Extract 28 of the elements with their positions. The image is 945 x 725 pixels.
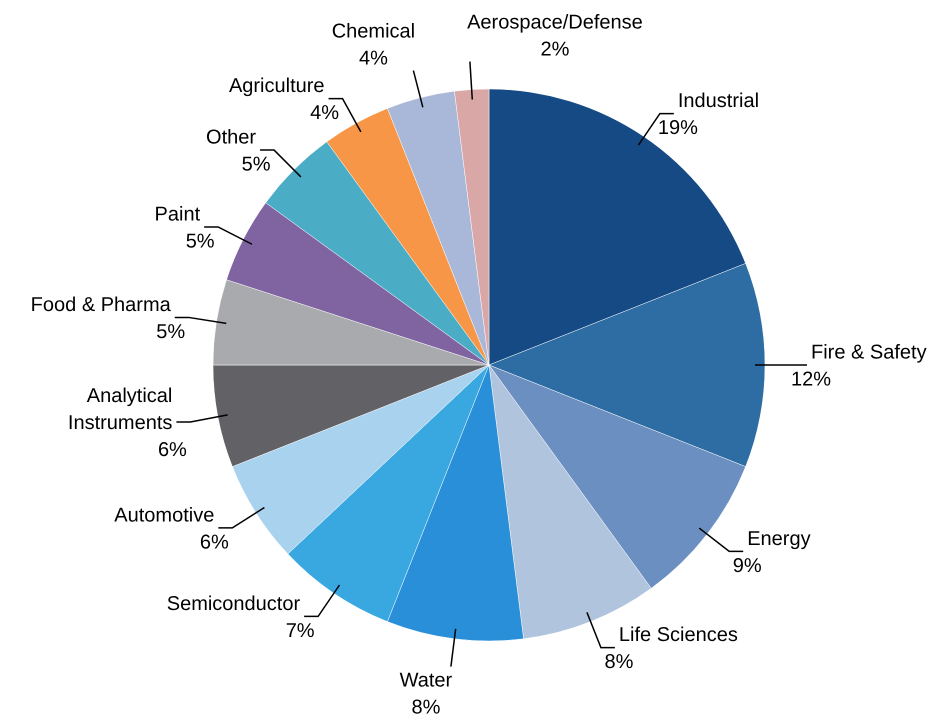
slice-label: Automotive	[114, 504, 214, 526]
data-label: 4%	[310, 102, 340, 124]
slice-label: Industrial	[678, 90, 760, 112]
data-label: 12%	[790, 368, 832, 390]
data-label: 5%	[186, 230, 215, 252]
data-label: 19%	[658, 117, 698, 140]
slice-label: Water	[400, 670, 453, 692]
data-label: 8%	[411, 696, 441, 719]
data-label: 6%	[200, 531, 229, 554]
slice-label: Life Sciences	[618, 624, 738, 646]
data-label: 2%	[540, 38, 570, 61]
data-label: 4%	[358, 48, 388, 70]
slice-label: Analytical Instruments	[68, 384, 172, 434]
slice-label: Other	[206, 126, 256, 149]
data-label: 7%	[286, 620, 315, 642]
slice-label: Paint	[154, 203, 201, 226]
data-label: 5%	[242, 154, 271, 176]
slice-label: Fire & Safety	[811, 342, 927, 364]
data-label: 6%	[158, 438, 188, 461]
data-label: 9%	[732, 554, 762, 577]
slice-label: Food & Pharma	[30, 294, 172, 316]
data-label: 8%	[604, 651, 634, 674]
slice-label: Agriculture	[228, 75, 325, 98]
slice-label: Aerospace/Defense	[467, 12, 643, 34]
slice-label: Semiconductor	[166, 592, 300, 615]
slice-label: Energy	[747, 528, 811, 550]
data-label: 5%	[156, 320, 186, 343]
slice-label: Chemical	[332, 20, 416, 43]
